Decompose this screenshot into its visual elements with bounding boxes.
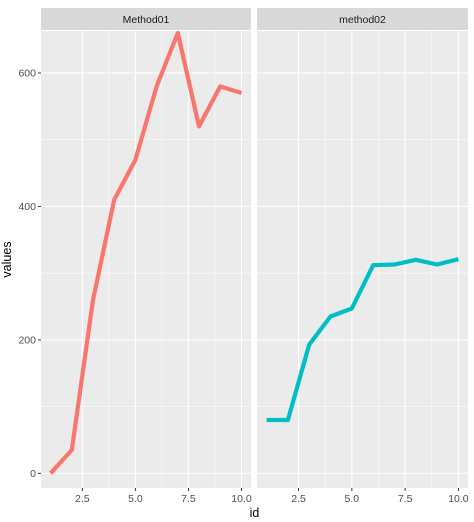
x-axis-title: id: [250, 506, 260, 520]
y-axis-title: values: [0, 241, 14, 277]
y-tick-label: 200: [18, 334, 36, 346]
series-line-method01: [48, 30, 243, 475]
x-tick-label: 10.0: [448, 493, 469, 505]
facet-strip-label: Method01: [123, 14, 170, 26]
x-tick-label: 5.0: [345, 493, 360, 505]
facet-strip: [41, 8, 251, 30]
x-tick-label: 10.0: [231, 493, 252, 505]
facet-strip-label: method02: [339, 14, 386, 26]
x-tick-label: 7.5: [398, 493, 413, 505]
panels-layer: Method01 2.5 5.0 7.5 10.0 method02 2.5 5.0 7.5 10…: [41, 8, 469, 505]
y-tick-label: 0: [30, 468, 36, 480]
panel-method01: Method01 2.5 5.0 7.5 10.0: [41, 8, 252, 505]
panel-background: [41, 31, 251, 488]
x-tick-label: 7.5: [181, 493, 196, 505]
x-tick-label: 2.5: [75, 493, 90, 505]
series-line-method02: [266, 257, 459, 423]
y-axis: 0 200 400 600: [18, 68, 41, 480]
facet-strip: [257, 8, 468, 30]
x-tick-label: 2.5: [291, 493, 306, 505]
panel-method02: method02 2.5 5.0 7.5 10.0: [257, 8, 469, 505]
y-tick-label: 600: [18, 68, 36, 80]
x-tick-label: 5.0: [128, 493, 143, 505]
y-tick-label: 400: [18, 201, 36, 213]
